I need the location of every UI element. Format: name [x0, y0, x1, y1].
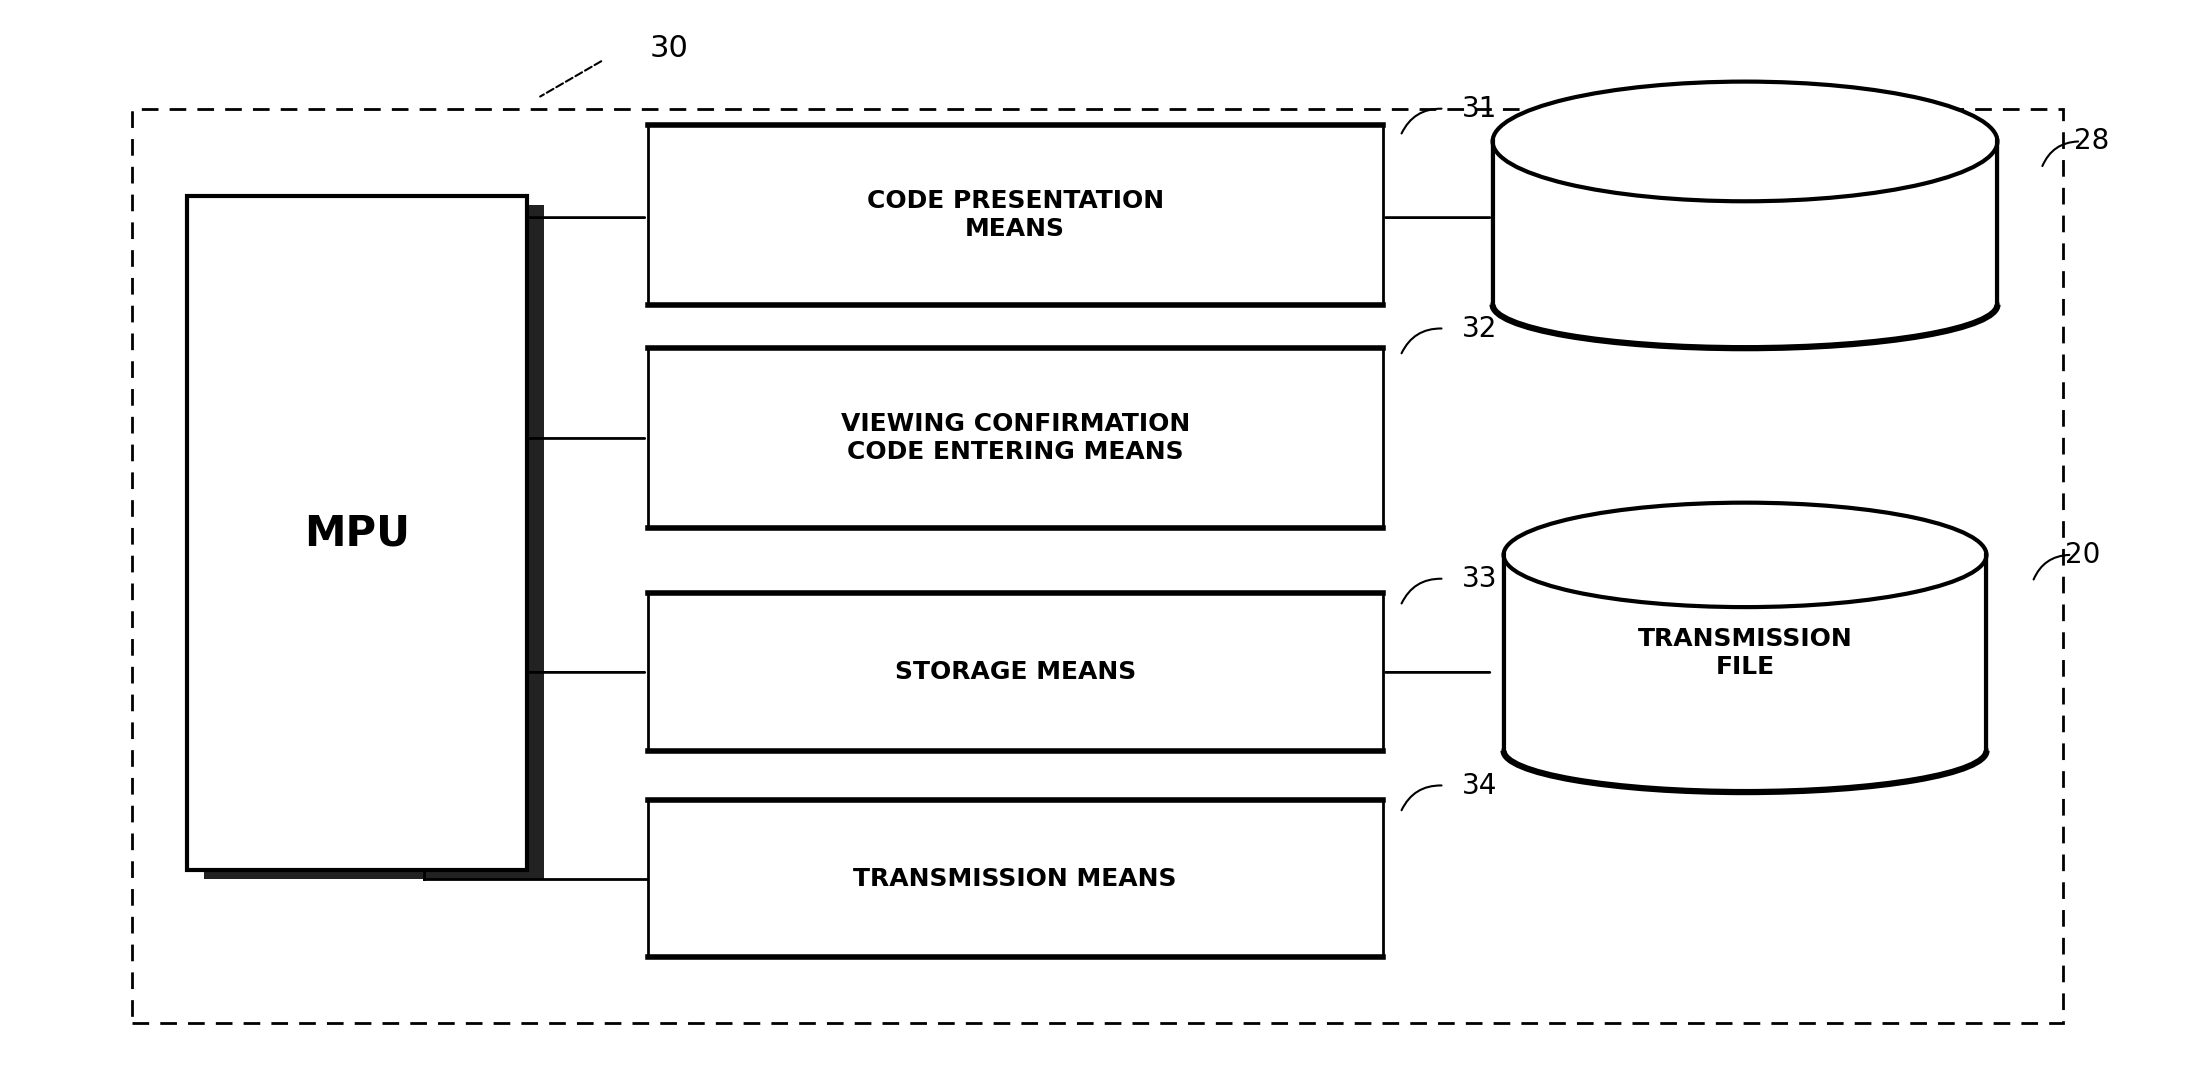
Text: 30: 30 [650, 35, 689, 63]
Text: 28: 28 [2074, 127, 2109, 156]
Ellipse shape [1504, 503, 1986, 607]
Ellipse shape [1504, 709, 1986, 792]
Bar [648, 125, 1383, 305]
Ellipse shape [1493, 261, 1997, 348]
Text: TRANSMISSION
FILE: TRANSMISSION FILE [1637, 627, 1853, 679]
Text: CODE PRESENTATION
MEANS: CODE PRESENTATION MEANS [867, 189, 1163, 240]
Text: MPU: MPU [303, 512, 410, 554]
Text: 33: 33 [1462, 565, 1497, 593]
Text: 34: 34 [1462, 771, 1497, 800]
Text: 31: 31 [1462, 95, 1497, 123]
Text: 20: 20 [2065, 541, 2101, 569]
Bar [1493, 141, 1997, 305]
Bar [187, 196, 527, 870]
Text: VIEWING CONFIRMATION
CODE ENTERING MEANS: VIEWING CONFIRMATION CODE ENTERING MEANS [841, 412, 1190, 463]
Text: 32: 32 [1462, 314, 1497, 343]
Bar [648, 348, 1383, 528]
Text: TRANSMISSION MEANS: TRANSMISSION MEANS [854, 866, 1177, 891]
Bar [648, 593, 1383, 751]
Bar [204, 205, 544, 879]
Ellipse shape [1493, 82, 1997, 201]
Bar [648, 800, 1383, 957]
Bar [1504, 555, 1986, 751]
Text: STORAGE MEANS: STORAGE MEANS [896, 659, 1135, 684]
Bar [132, 109, 2063, 1023]
